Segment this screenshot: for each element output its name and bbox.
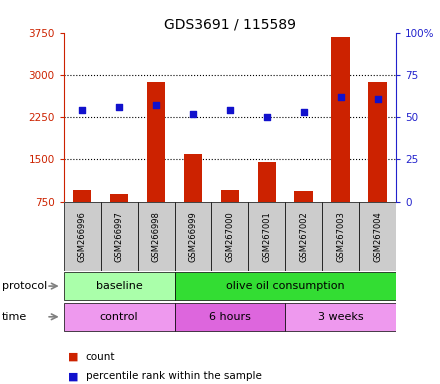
Bar [138,202,175,271]
Text: GSM266999: GSM266999 [188,211,198,262]
Bar [175,303,285,331]
Bar [285,202,322,271]
Text: GSM266996: GSM266996 [78,211,87,262]
Text: GSM267004: GSM267004 [373,211,382,262]
Bar [64,303,175,331]
Bar [110,194,128,202]
Bar [331,36,350,202]
Text: GSM267000: GSM267000 [225,211,235,262]
Text: time: time [2,312,27,322]
Bar [64,202,101,271]
Point [263,114,270,120]
Bar [175,202,212,271]
Bar [221,190,239,202]
Title: GDS3691 / 115589: GDS3691 / 115589 [164,18,296,31]
Text: GSM267001: GSM267001 [262,211,271,262]
Point [337,94,344,100]
Text: percentile rank within the sample: percentile rank within the sample [86,371,262,381]
Point [227,107,234,113]
Point [79,107,86,113]
Text: olive oil consumption: olive oil consumption [226,281,345,291]
Text: 6 hours: 6 hours [209,312,251,322]
Text: GSM267003: GSM267003 [336,211,345,262]
Point [116,104,123,110]
Bar [368,82,387,202]
Text: GSM266998: GSM266998 [151,211,161,262]
Bar [257,162,276,202]
Point [300,109,307,115]
Text: control: control [100,312,139,322]
Bar [294,192,313,202]
Bar [212,202,248,271]
Bar [175,272,396,300]
Bar [147,82,165,202]
Point [374,96,381,102]
Point [190,111,197,117]
Bar [73,190,92,202]
Bar [184,154,202,202]
Text: ■: ■ [68,352,79,362]
Text: GSM266997: GSM266997 [115,211,124,262]
Bar [322,202,359,271]
Text: ■: ■ [68,371,79,381]
Text: protocol: protocol [2,281,48,291]
Bar [359,202,396,271]
Text: GSM267002: GSM267002 [299,211,308,262]
Text: count: count [86,352,115,362]
Text: 3 weeks: 3 weeks [318,312,363,322]
Point [153,102,160,108]
Bar [101,202,138,271]
Bar [64,272,175,300]
Text: baseline: baseline [96,281,143,291]
Bar [248,202,285,271]
Bar [285,303,396,331]
